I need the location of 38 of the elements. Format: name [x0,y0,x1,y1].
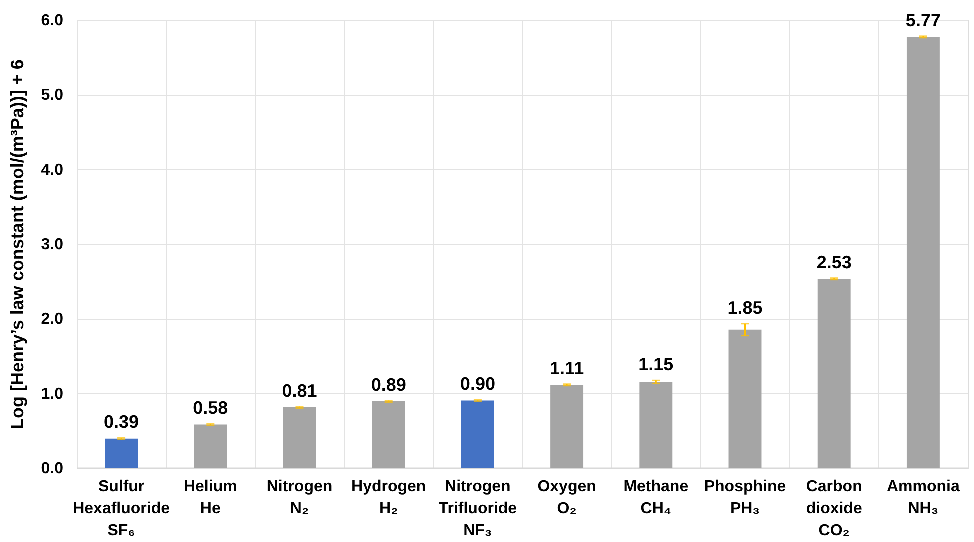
x-tick-label: Sulfur Hexafluoride SF₆ [73,478,170,540]
bar [194,424,228,468]
x-tick-label: Nitrogen N₂ [266,478,333,518]
bar [283,408,316,468]
bar [728,330,762,468]
bar [906,37,940,468]
y-axis-title: Log [Henry’s law constant (mol/(m³Pa))] + 6 [7,60,28,430]
y-tick-label: 6.0 [41,12,64,30]
data-label: 0.39 [104,412,140,432]
y-tick-label: 4.0 [41,162,64,179]
x-tick-label: Ammonia NH₃ [886,478,960,518]
x-tick-label: Phosphine PH₃ [704,478,786,518]
x-tick-label: Nitrogen Trifluoride NF₃ [438,478,518,540]
x-tick-label: Carbon dioxide CO₂ [806,478,862,540]
data-label: 0.58 [193,398,228,418]
bar [372,402,406,468]
data-label: 5.77 [906,10,941,30]
y-tick-label: 0.0 [41,460,64,478]
y-tick-label: 2.0 [41,311,64,328]
data-label: 1.15 [638,354,674,375]
data-label: 2.53 [816,252,852,272]
y-tick-label: 3.0 [41,236,64,254]
bar [105,438,138,468]
bar [461,400,494,468]
y-tick-label: 5.0 [41,87,64,104]
y-tick-label: 1.0 [41,386,64,403]
bar [640,382,673,468]
bar [550,385,584,468]
data-label: 0.90 [460,374,496,394]
x-tick-label: Methane CH₄ [624,478,689,518]
x-tick-label: Helium He [184,478,238,518]
x-tick-label: Hydrogen H₂ [352,478,426,518]
data-label: 0.81 [282,380,318,401]
bar [818,279,851,468]
data-label: 1.85 [728,298,763,318]
data-label: 0.89 [371,374,406,395]
x-tick-label: Oxygen O₂ [538,478,596,518]
data-label: 1.11 [550,358,584,378]
